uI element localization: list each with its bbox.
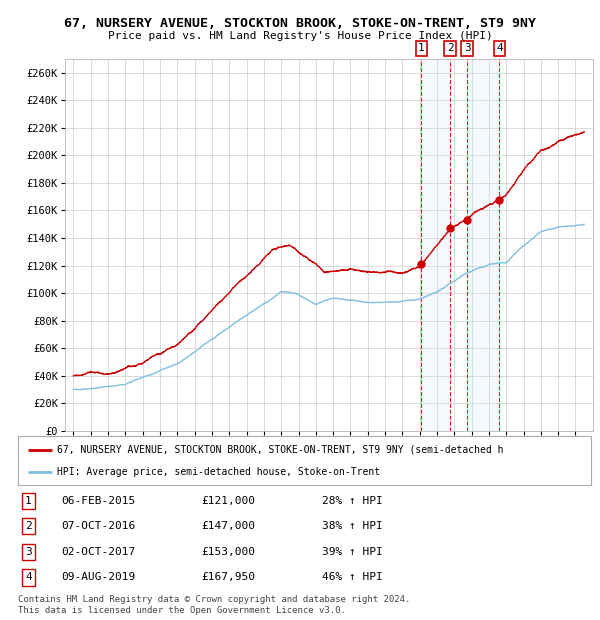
Text: 2: 2 — [25, 521, 32, 531]
Text: 07-OCT-2016: 07-OCT-2016 — [61, 521, 135, 531]
Text: 3: 3 — [464, 43, 470, 53]
Text: £147,000: £147,000 — [202, 521, 256, 531]
Text: 2: 2 — [447, 43, 454, 53]
Text: 28% ↑ HPI: 28% ↑ HPI — [322, 496, 382, 506]
Text: 09-AUG-2019: 09-AUG-2019 — [61, 572, 135, 582]
Text: 4: 4 — [25, 572, 32, 582]
Text: 46% ↑ HPI: 46% ↑ HPI — [322, 572, 382, 582]
Text: £167,950: £167,950 — [202, 572, 256, 582]
Bar — [421, 59, 450, 431]
Text: Price paid vs. HM Land Registry's House Price Index (HPI): Price paid vs. HM Land Registry's House … — [107, 31, 493, 41]
Text: £153,000: £153,000 — [202, 547, 256, 557]
Text: 3: 3 — [25, 547, 32, 557]
Text: 02-OCT-2017: 02-OCT-2017 — [61, 547, 135, 557]
Text: 67, NURSERY AVENUE, STOCKTON BROOK, STOKE-ON-TRENT, ST9 9NY: 67, NURSERY AVENUE, STOCKTON BROOK, STOK… — [64, 17, 536, 30]
Text: 67, NURSERY AVENUE, STOCKTON BROOK, STOKE-ON-TRENT, ST9 9NY (semi-detached h: 67, NURSERY AVENUE, STOCKTON BROOK, STOK… — [57, 445, 503, 454]
Text: HPI: Average price, semi-detached house, Stoke-on-Trent: HPI: Average price, semi-detached house,… — [57, 467, 380, 477]
Text: 1: 1 — [418, 43, 425, 53]
Text: Contains HM Land Registry data © Crown copyright and database right 2024.
This d: Contains HM Land Registry data © Crown c… — [18, 595, 410, 614]
Bar — [467, 59, 499, 431]
Text: 38% ↑ HPI: 38% ↑ HPI — [322, 521, 382, 531]
Text: £121,000: £121,000 — [202, 496, 256, 506]
Text: 1: 1 — [25, 496, 32, 506]
Text: 06-FEB-2015: 06-FEB-2015 — [61, 496, 135, 506]
Text: 39% ↑ HPI: 39% ↑ HPI — [322, 547, 382, 557]
Text: 4: 4 — [496, 43, 503, 53]
